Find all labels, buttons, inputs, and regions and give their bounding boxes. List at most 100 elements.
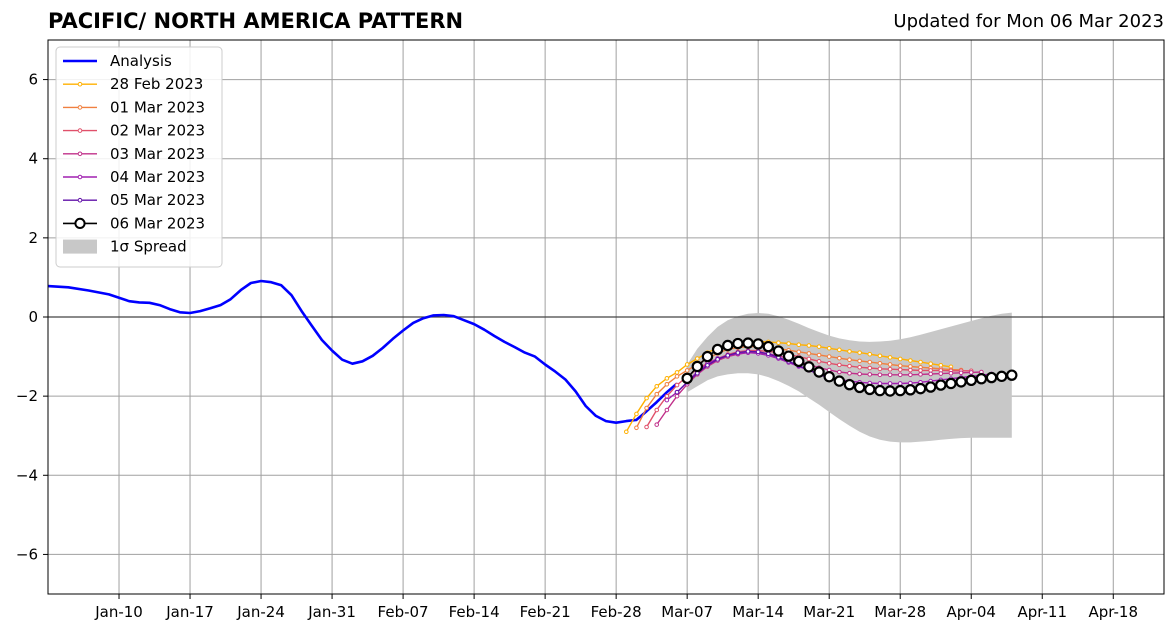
updated-label: Updated for Mon 06 Mar 2023 [893,11,1164,32]
forecast-point [654,422,660,427]
forecast-point [928,371,933,377]
forecast-point [877,360,883,366]
forecast-point [623,429,629,435]
legend-box [55,46,223,268]
x-tick-label: Feb-21 [520,603,571,621]
legend-item: 28 Feb 2023 [63,75,203,93]
latest-forecast-point [711,343,724,356]
forecast-point [806,343,812,348]
forecast-point [847,370,852,376]
legend-item: 05 Mar 2023 [63,191,205,209]
legend-item: 1σ Spread [63,238,187,256]
latest-forecast-point [742,337,754,349]
latest-forecast-point [722,339,734,352]
forecast-point [918,368,923,373]
forecast-point [887,372,893,378]
forecast-point [897,356,903,362]
legend-label: 04 Mar 2023 [110,168,205,186]
x-tick-label: Feb-14 [449,603,500,621]
analysis-line [48,279,678,425]
forecast-point [897,381,903,386]
latest-forecast-point [894,384,906,397]
forecast-point [664,407,670,413]
forecast-point [634,411,639,417]
legend-label: 03 Mar 2023 [110,145,205,163]
forecast-point [755,349,761,355]
series-latest [681,337,1018,397]
legend-item: 01 Mar 2023 [63,98,205,116]
forecast-point [887,355,893,360]
forecast-point [837,355,842,361]
legend-marker [77,105,83,110]
legend: Analysis 28 Feb 2023 01 Mar 2023 02 Mar 202… [55,46,223,268]
forecast-point [918,359,923,365]
latest-forecast-point [1006,369,1018,381]
forecast-point [897,372,903,378]
forecast-point [908,358,913,363]
latest-forecast-point [985,371,998,384]
latest-forecast-point [874,384,886,397]
forecast-point [654,383,660,389]
series-analysis [48,279,678,425]
forecast-point [816,359,822,364]
forecast-point [908,372,913,378]
forecast-point [674,382,680,388]
latest-forecast-point [914,382,927,395]
legend-marker [77,81,83,87]
forecast-point [938,371,944,376]
forecast-point [644,395,649,401]
forecast-point [918,372,923,377]
y-tick-label: −6 [16,545,38,563]
forecast-point [816,352,822,358]
legend-label: 28 Feb 2023 [110,75,203,93]
legend-marker [77,174,83,180]
forecast-point [887,362,893,367]
forecast-point [877,353,883,359]
forecast-point [877,381,883,386]
latest-forecast-point [823,371,835,383]
forecast-point [796,349,802,355]
forecast-point [664,376,670,381]
forecast-point [644,424,649,430]
legend-item: 06 Mar 2023 [63,214,205,232]
forecast-point [847,357,852,363]
latest-forecast-point [803,361,815,373]
x-axis: Jan-10 Jan-17 Jan-24 Jan-31 Feb-07 Feb-14 Feb-… [94,594,1138,621]
legend-label: 02 Mar 2023 [110,122,205,140]
forecast-point [816,344,822,349]
forecast-point [877,372,883,378]
legend-item: 02 Mar 2023 [63,122,205,140]
forecast-point [908,364,913,369]
latest-forecast-point [813,366,825,378]
forecast-point [857,350,862,355]
x-tick-label: Jan-31 [307,603,356,621]
forecast-point [674,370,680,375]
forecast-point [837,369,842,375]
latest-forecast-point [843,378,856,391]
x-tick-label: Jan-10 [94,603,143,621]
x-tick-label: Mar-14 [732,603,784,621]
forecast-point [806,351,812,356]
latest-forecast-point [955,376,967,388]
forecast-point [887,381,893,386]
forecast-point [664,381,670,387]
legend-swatch [63,239,97,254]
latest-forecast-point [793,355,805,368]
forecast-point [715,357,720,362]
forecast-point [958,370,964,376]
forecast-point [897,363,903,368]
latest-forecast-point [853,381,866,394]
x-tick-label: Jan-24 [236,603,285,621]
forecast-point [644,405,649,411]
forecast-point [745,349,751,354]
forecast-point [674,393,680,399]
legend-item: 04 Mar 2023 [63,168,205,186]
latest-forecast-point [691,360,704,373]
forecast-point [786,341,791,346]
forecast-point [857,371,862,377]
latest-forecast-point [975,373,988,385]
forecast-point [684,368,690,373]
forecast-point [847,349,852,354]
forecast-point [897,367,903,372]
